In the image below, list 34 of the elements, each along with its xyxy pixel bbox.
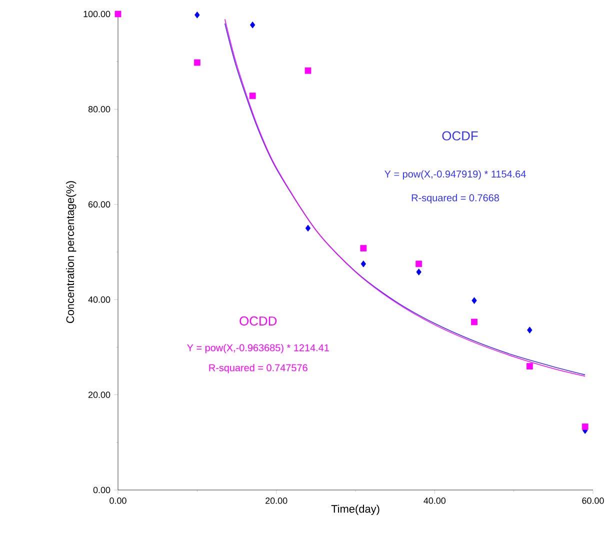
point (472, 297, 477, 304)
y-axis-title: Concentration percentage(%) (66, 181, 76, 324)
point (416, 260, 422, 268)
point (305, 224, 311, 232)
text: OCDD (240, 316, 277, 326)
point (194, 59, 200, 66)
annotation: R-squared = 0.747576 (209, 364, 308, 374)
point (526, 363, 533, 370)
point (249, 92, 256, 100)
point (304, 67, 312, 74)
x-tick-label: 20.00 (266, 498, 288, 504)
y-tick-label: 40.00 (88, 296, 110, 303)
annotation: Y = pow(X,-0.963685) * 1214.41 (187, 344, 329, 354)
point (416, 268, 422, 276)
y-tick-label: 100.00 (84, 10, 110, 18)
annotation: R-squared = 0.7668 (412, 194, 499, 204)
y-tick-label: 80.00 (88, 106, 110, 112)
x-tick-label: 40.00 (424, 498, 446, 504)
point (194, 12, 200, 18)
y-tick-label: 60.00 (88, 201, 110, 208)
x-tick-label: 60.00 (582, 498, 604, 504)
x-axis-title: Time(day) (331, 504, 380, 515)
y-tick-label: 0.00 (93, 486, 110, 494)
point (471, 318, 478, 326)
point (527, 326, 532, 334)
point (582, 423, 588, 430)
x-tick-label: 0.00 (110, 498, 126, 504)
text: OCDF (442, 131, 478, 140)
point (114, 10, 122, 18)
point (360, 260, 366, 268)
annotation: Y = pow(X,-0.947919) * 1154.64 (384, 170, 526, 180)
y-tick-label: 20.00 (88, 392, 110, 398)
point (250, 22, 256, 28)
point (360, 244, 367, 252)
